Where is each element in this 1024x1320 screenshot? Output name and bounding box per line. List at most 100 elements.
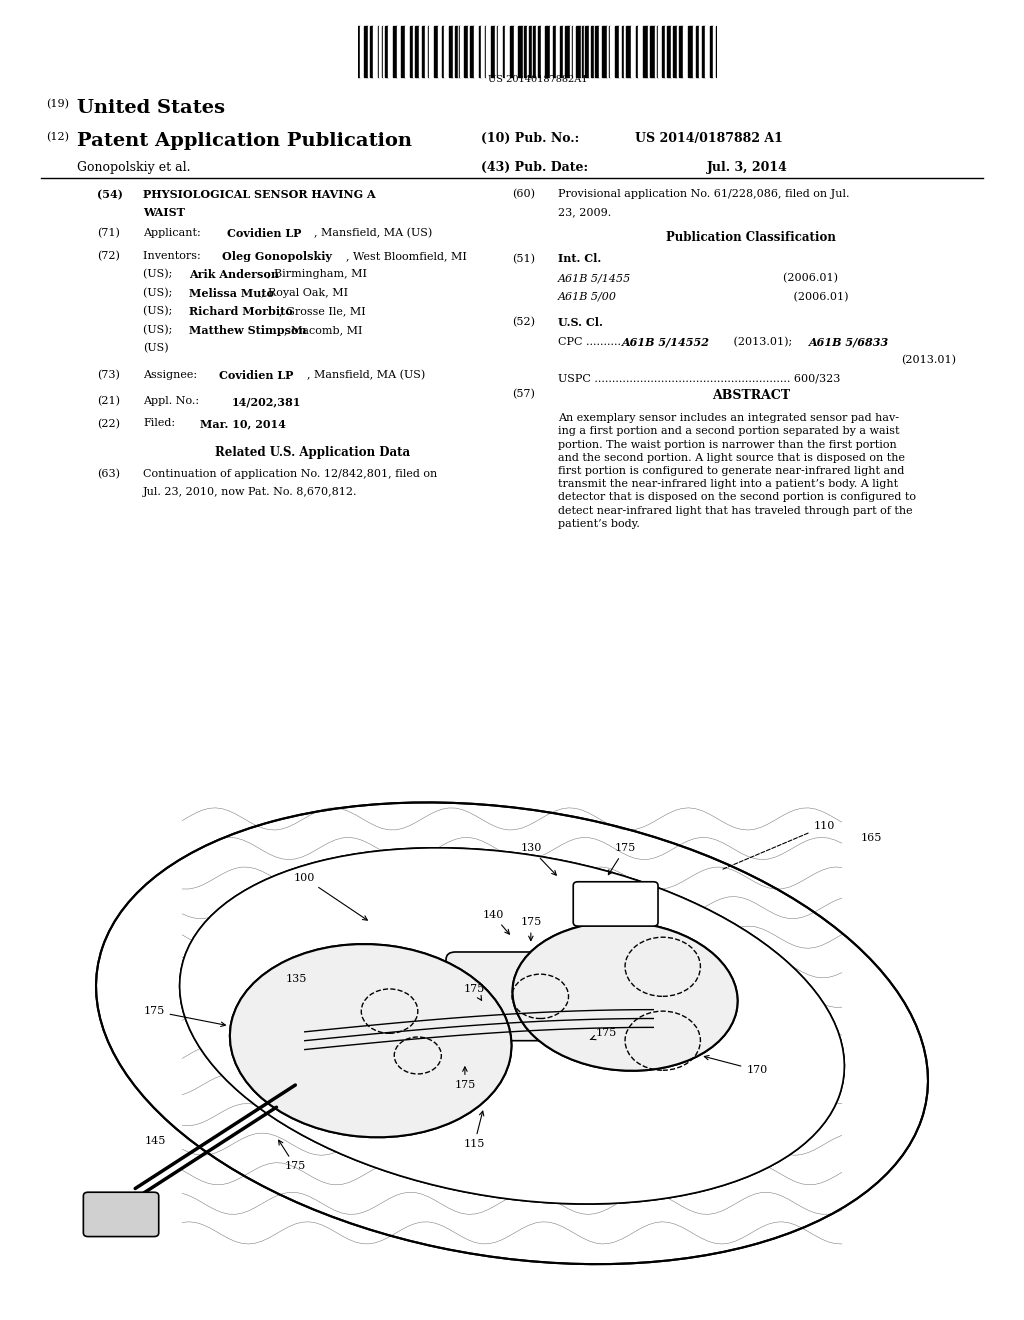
Text: , Royal Oak, MI: , Royal Oak, MI (261, 288, 348, 298)
Ellipse shape (230, 944, 511, 1138)
Bar (624, 26, 626, 77)
Bar (486, 26, 492, 77)
Text: (22): (22) (97, 418, 120, 429)
Text: , Mansfield, MA (US): , Mansfield, MA (US) (307, 370, 425, 380)
Text: Covidien LP: Covidien LP (219, 370, 294, 380)
Bar (710, 26, 713, 77)
Bar (647, 26, 650, 77)
Bar (382, 26, 383, 77)
Text: Related U.S. Application Data: Related U.S. Application Data (215, 446, 411, 459)
Text: Continuation of application No. 12/842,801, filed on: Continuation of application No. 12/842,8… (143, 469, 437, 479)
Bar (643, 26, 647, 77)
Text: 100: 100 (294, 873, 368, 920)
Bar (526, 26, 529, 77)
Text: (63): (63) (97, 469, 120, 479)
Bar (581, 26, 582, 77)
Bar (459, 26, 460, 77)
Bar (563, 26, 565, 77)
Text: Appl. No.:: Appl. No.: (143, 396, 207, 407)
Bar (529, 26, 531, 77)
Bar (560, 26, 563, 77)
Bar (550, 26, 553, 77)
Bar (584, 26, 586, 77)
Text: Gonopolskiy et al.: Gonopolskiy et al. (77, 161, 190, 174)
Text: Publication Classification: Publication Classification (666, 231, 836, 244)
Text: 175: 175 (279, 1140, 306, 1171)
Text: (US): (US) (143, 343, 169, 354)
Bar (696, 26, 698, 77)
Bar (541, 26, 545, 77)
Bar (688, 26, 693, 77)
Text: 14/202,381: 14/202,381 (231, 396, 301, 407)
Bar (498, 26, 503, 77)
Text: 140: 140 (482, 909, 509, 935)
Bar (678, 26, 679, 77)
Text: , Grosse Ile, MI: , Grosse Ile, MI (279, 306, 366, 317)
Text: CPC ..........: CPC .......... (558, 337, 625, 347)
Text: , Macomb, MI: , Macomb, MI (285, 325, 362, 335)
Bar (618, 26, 623, 77)
Bar (575, 26, 581, 77)
Bar (592, 26, 594, 77)
Text: (US);: (US); (143, 306, 176, 317)
Text: (60): (60) (512, 189, 535, 199)
Bar (460, 26, 464, 77)
Bar (479, 26, 481, 77)
Text: Oleg Gonopolskiy: Oleg Gonopolskiy (222, 251, 332, 261)
Bar (492, 26, 495, 77)
Bar (702, 26, 705, 77)
Text: 175: 175 (590, 1028, 616, 1040)
Text: (12): (12) (46, 132, 69, 143)
Bar (383, 26, 385, 77)
Bar (666, 26, 667, 77)
Bar (569, 26, 572, 77)
Text: Arik Anderson: Arik Anderson (189, 269, 280, 280)
Bar (497, 26, 498, 77)
Bar (524, 26, 526, 77)
Bar (667, 26, 672, 77)
Text: WAIST: WAIST (143, 207, 185, 218)
Bar (359, 26, 365, 77)
Bar (503, 26, 506, 77)
Bar (404, 26, 410, 77)
Text: 175: 175 (455, 1067, 475, 1090)
Bar (636, 26, 638, 77)
Bar (368, 26, 371, 77)
Text: , West Bloomfield, MI: , West Bloomfield, MI (346, 251, 467, 261)
Bar (672, 26, 673, 77)
Bar (410, 26, 414, 77)
Bar (388, 26, 393, 77)
Text: (43) Pub. Date:: (43) Pub. Date: (481, 161, 589, 174)
Text: 135: 135 (286, 974, 307, 983)
Text: , Mansfield, MA (US): , Mansfield, MA (US) (314, 228, 432, 239)
Bar (654, 26, 657, 77)
Text: (2006.01): (2006.01) (748, 273, 838, 284)
Bar (582, 26, 584, 77)
Text: 175: 175 (464, 983, 485, 1001)
Text: (72): (72) (97, 251, 120, 261)
Text: Matthew Stimpson: Matthew Stimpson (189, 325, 307, 335)
Bar (679, 26, 683, 77)
Text: 145: 145 (144, 1137, 166, 1146)
Text: 110: 110 (722, 821, 835, 870)
Bar (401, 26, 404, 77)
Text: (2013.01);: (2013.01); (730, 337, 796, 347)
Bar (373, 26, 378, 77)
Text: 23, 2009.: 23, 2009. (558, 207, 611, 218)
Text: (10) Pub. No.:: (10) Pub. No.: (481, 132, 580, 145)
Text: (54): (54) (97, 189, 123, 199)
Text: Provisional application No. 61/228,086, filed on Jul.: Provisional application No. 61/228,086, … (558, 189, 850, 199)
Bar (594, 26, 595, 77)
Text: (71): (71) (97, 228, 120, 239)
Text: Jul. 23, 2010, now Pat. No. 8,670,812.: Jul. 23, 2010, now Pat. No. 8,670,812. (143, 487, 357, 498)
FancyBboxPatch shape (573, 882, 658, 927)
Text: (19): (19) (46, 99, 69, 110)
Bar (615, 26, 618, 77)
Text: (US);: (US); (143, 288, 176, 298)
Bar (607, 26, 609, 77)
Bar (458, 26, 459, 77)
Text: (51): (51) (512, 253, 535, 264)
Bar (385, 26, 388, 77)
Ellipse shape (513, 921, 737, 1071)
Text: 175: 175 (608, 843, 636, 875)
